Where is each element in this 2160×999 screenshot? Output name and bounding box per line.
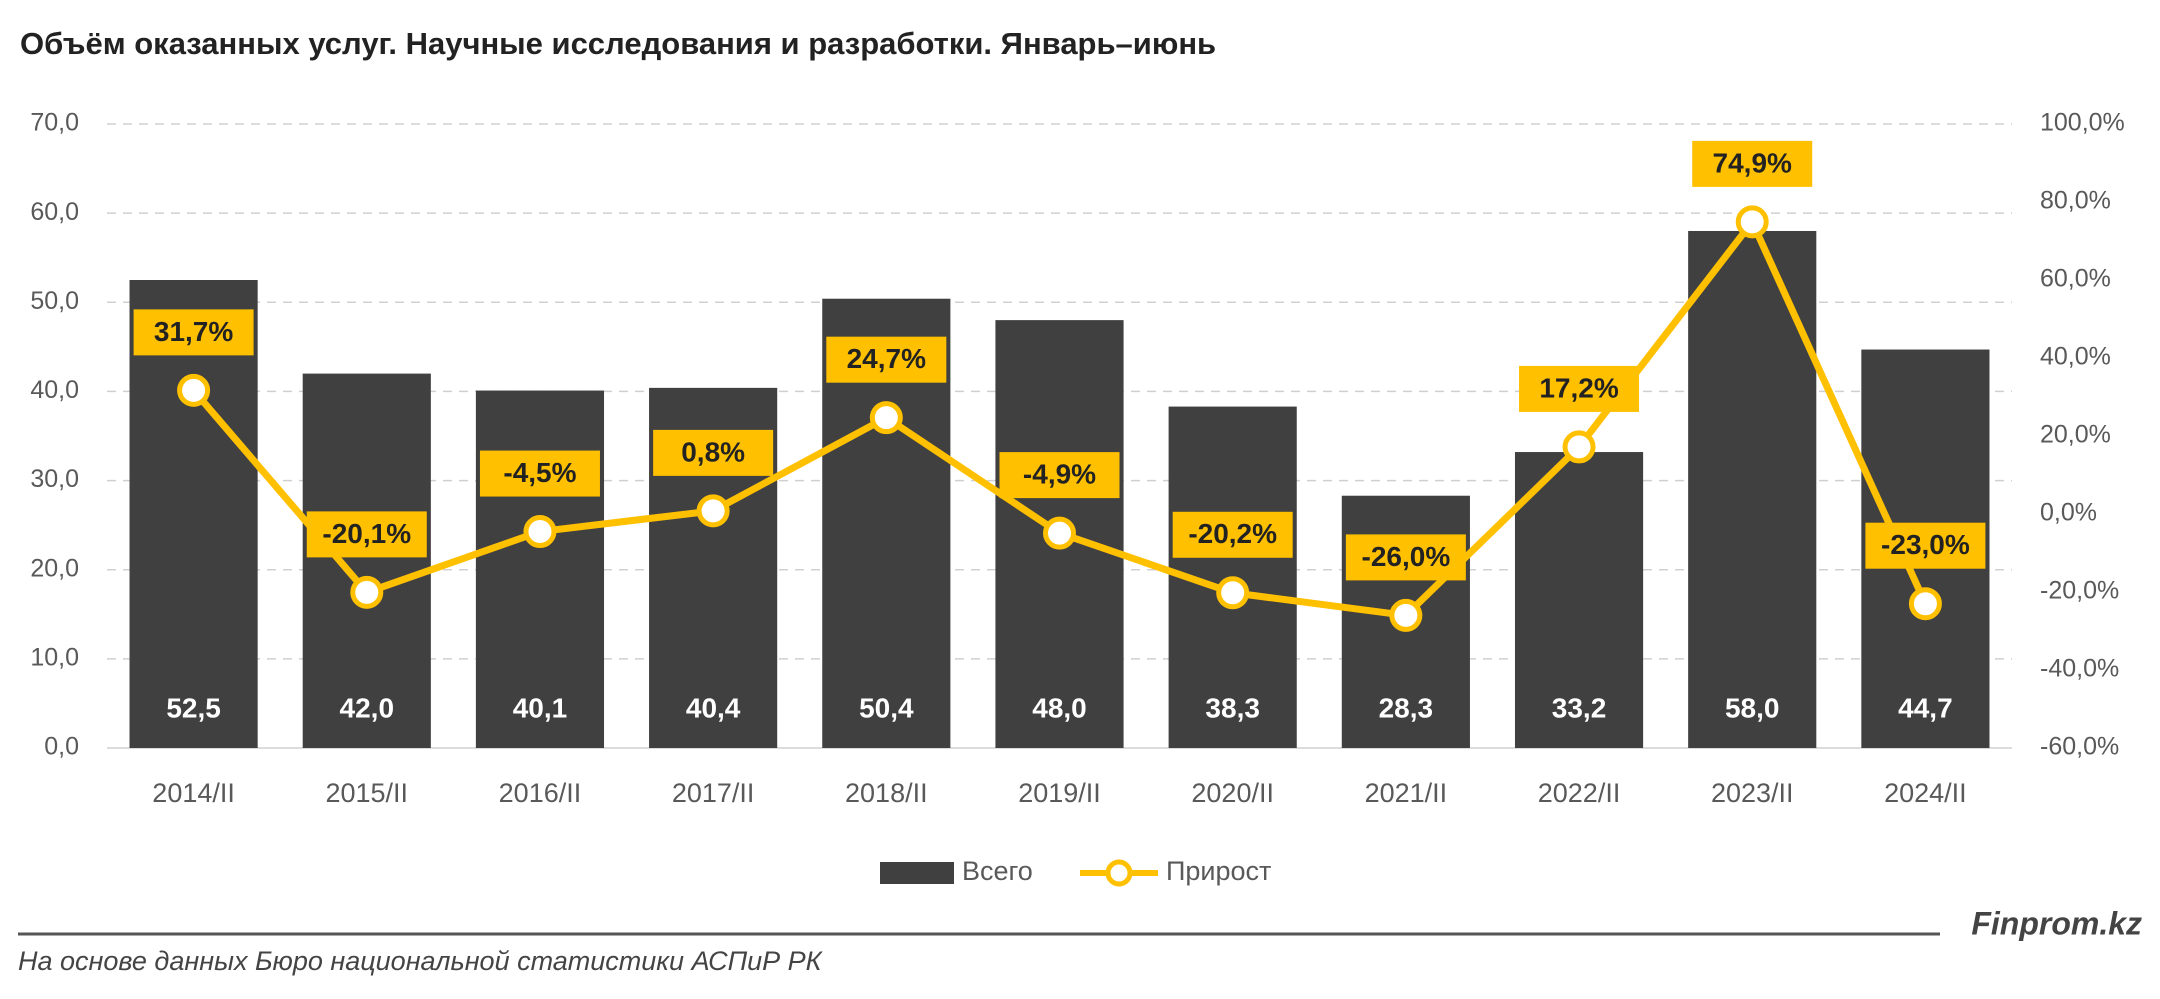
growth-point [1389, 598, 1423, 632]
legend-label: Всего [962, 856, 1033, 886]
y2-tick-label: -20,0% [2040, 577, 2119, 605]
x-tick-label: 2014/II [152, 778, 235, 808]
bar-value-label: 28,3 [1379, 692, 1434, 723]
y2-tick-label: 0,0% [2040, 499, 2097, 527]
growth-point [696, 494, 730, 528]
growth-point [1562, 430, 1596, 464]
growth-label-box [653, 429, 774, 476]
growth-point [1735, 205, 1769, 239]
x-tick-label: 2022/II [1538, 778, 1621, 808]
y2-tick-label: 20,0% [2040, 421, 2111, 449]
y-tick-label: 60,0 [30, 198, 79, 226]
y-tick-label: 0,0 [44, 733, 79, 761]
y-tick-label: 70,0 [30, 109, 79, 137]
bar-value-label: 58,0 [1725, 692, 1780, 723]
x-tick-label: 2016/II [499, 778, 582, 808]
bar-value-label: 40,1 [513, 692, 568, 723]
growth-label-box [306, 511, 427, 558]
legend-label: Прирост [1166, 856, 1271, 886]
y2-tick-label: 60,0% [2040, 265, 2111, 293]
growth-value-label: -26,0% [1362, 541, 1451, 572]
y2-tick-label: 100,0% [2040, 109, 2125, 137]
bar-value-label: 33,2 [1552, 692, 1607, 723]
y2-tick-label: -60,0% [2040, 733, 2119, 761]
growth-value-label: -20,2% [1188, 518, 1277, 549]
growth-label-box [826, 336, 947, 383]
growth-value-label: 17,2% [1539, 372, 1618, 403]
growth-value-label: -4,9% [1023, 459, 1096, 490]
bar [1688, 230, 1817, 748]
x-tick-label: 2023/II [1711, 778, 1794, 808]
growth-value-label: -23,0% [1881, 529, 1970, 560]
brand: Finprom.kz [1971, 905, 2142, 941]
growth-label-box [479, 450, 600, 497]
growth-point [1908, 587, 1942, 621]
bar-value-label: 40,4 [686, 692, 741, 723]
y-tick-label: 30,0 [30, 465, 79, 493]
bar-value-label: 50,4 [859, 692, 914, 723]
growth-value-label: 31,7% [154, 316, 233, 347]
bar-value-label: 44,7 [1898, 692, 1953, 723]
growth-value-label: -20,1% [322, 518, 411, 549]
growth-label-box [1519, 365, 1640, 412]
growth-point [350, 575, 384, 609]
growth-label-box [133, 309, 254, 356]
y-tick-label: 40,0 [30, 376, 79, 404]
growth-value-label: 24,7% [847, 343, 926, 374]
chart-title: Объём оказанных услуг. Научные исследова… [20, 26, 1216, 61]
source-note: На основе данных Бюро национальной стати… [18, 946, 824, 976]
x-tick-label: 2020/II [1191, 778, 1274, 808]
bar-value-label: 42,0 [340, 692, 395, 723]
growth-point [177, 373, 211, 407]
legend-marker [1105, 859, 1133, 887]
growth-label-box [999, 452, 1120, 499]
growth-point [869, 401, 903, 435]
x-tick-label: 2017/II [672, 778, 755, 808]
growth-label-box [1172, 511, 1293, 558]
growth-label-box [1865, 522, 1986, 569]
growth-point [1043, 516, 1076, 550]
x-tick-label: 2021/II [1365, 778, 1448, 808]
growth-label-box [1692, 140, 1813, 187]
bar [129, 280, 258, 748]
growth-label-box [1345, 534, 1466, 581]
growth-point [1216, 576, 1250, 610]
bar-value-label: 48,0 [1032, 692, 1087, 723]
bar [1514, 452, 1644, 748]
y-tick-label: 10,0 [30, 643, 79, 671]
growth-value-label: -4,5% [503, 457, 576, 488]
y2-tick-label: -40,0% [2040, 655, 2119, 683]
y-tick-label: 20,0 [30, 554, 79, 582]
x-tick-label: 2024/II [1884, 778, 1967, 808]
y2-tick-label: 80,0% [2040, 187, 2111, 215]
bar-value-label: 38,3 [1205, 692, 1260, 723]
growth-value-label: 74,9% [1713, 147, 1792, 178]
y-tick-label: 50,0 [30, 287, 79, 315]
growth-point [523, 515, 557, 549]
bar [302, 373, 431, 748]
y2-tick-label: 40,0% [2040, 343, 2111, 371]
x-tick-label: 2015/II [325, 778, 408, 808]
growth-value-label: 0,8% [681, 436, 745, 467]
x-tick-label: 2019/II [1018, 778, 1101, 808]
bar-value-label: 52,5 [166, 692, 221, 723]
bar [475, 390, 605, 748]
x-tick-label: 2018/II [845, 778, 928, 808]
legend-swatch [880, 862, 954, 884]
